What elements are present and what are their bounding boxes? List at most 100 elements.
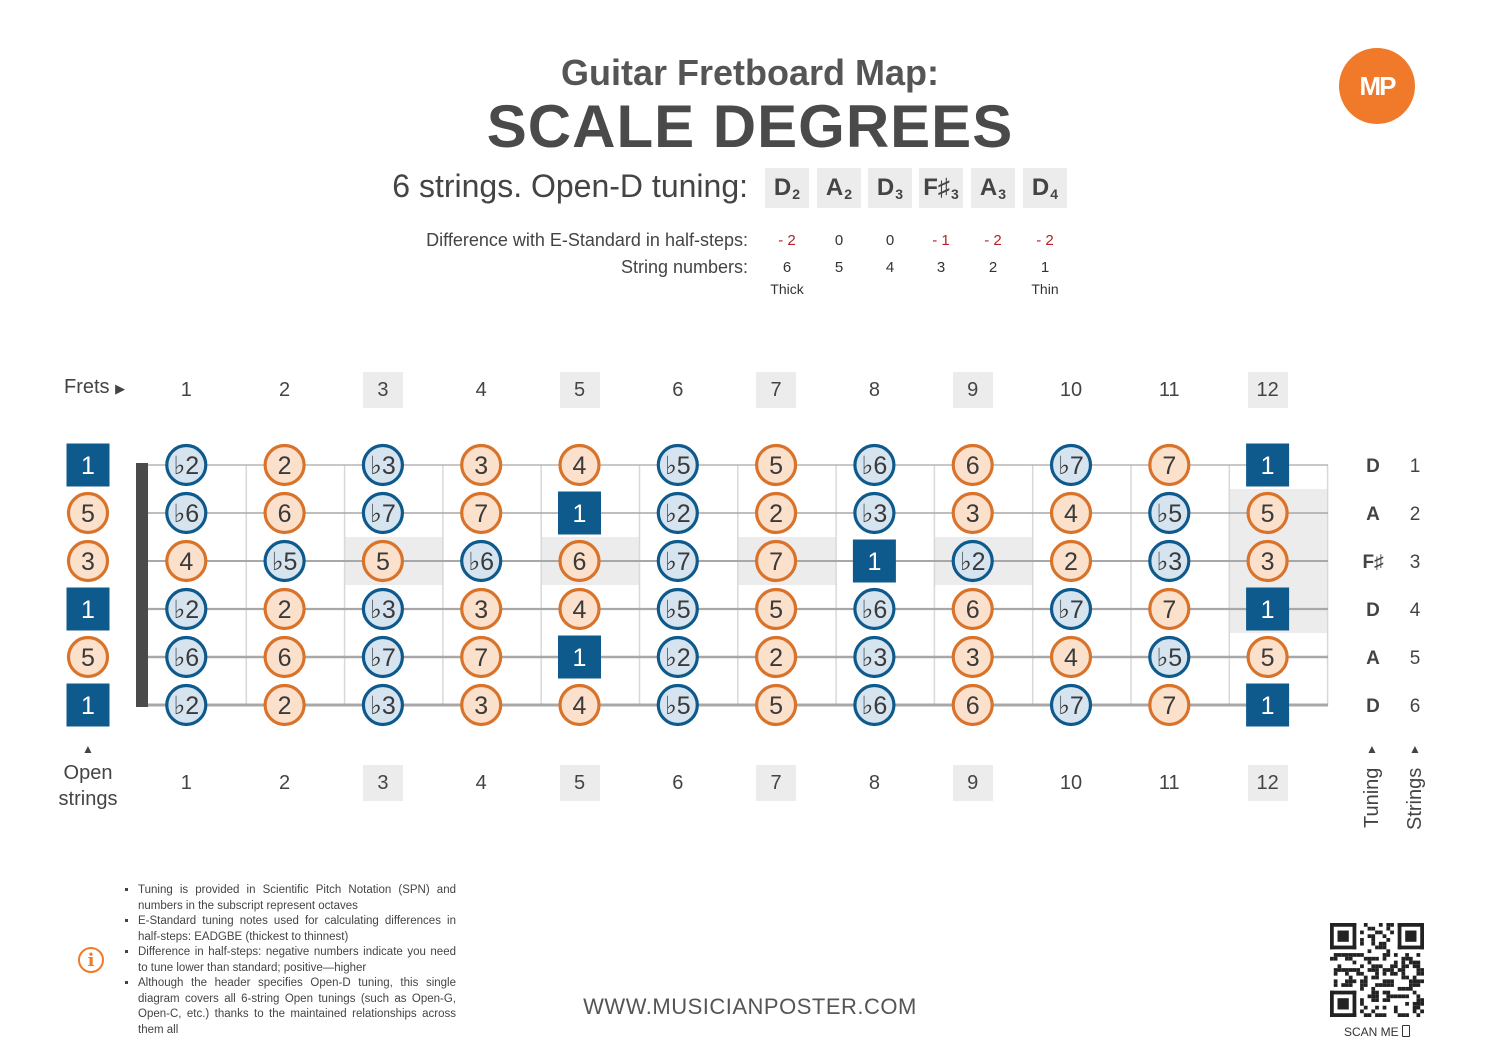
degree-marker <box>951 443 994 487</box>
scale-degree-label: 1 <box>81 596 95 624</box>
scale-degree-label: ♭5 <box>665 692 691 720</box>
flat-degree-marker <box>165 443 208 487</box>
flat-degree-marker <box>656 683 699 727</box>
degree-marker <box>460 443 503 487</box>
degree-marker <box>263 491 306 535</box>
flat-degree-marker <box>853 491 896 535</box>
tuning-label: 6 strings. Open-D tuning: <box>392 168 748 204</box>
root-note-marker <box>1246 443 1290 487</box>
scale-degree-label: ♭2 <box>173 692 199 720</box>
string-number-right: 2 <box>1410 504 1421 525</box>
flat-degree-marker <box>263 539 306 583</box>
string-tuning-note: D <box>1366 600 1380 621</box>
fret-number: 3 <box>362 372 403 408</box>
fret-number: 3 <box>362 765 403 801</box>
degree-marker <box>263 587 306 631</box>
string-number-right: 1 <box>1410 456 1421 477</box>
string-number: 6 <box>782 259 792 276</box>
flat-degree-marker <box>361 491 404 535</box>
string-tuning-note: D <box>1366 696 1380 717</box>
scale-degree-label: 1 <box>81 692 95 720</box>
scale-degree-label: 2 <box>769 644 783 672</box>
flat-degree-marker <box>853 443 896 487</box>
scale-degree-label: 4 <box>1064 644 1078 672</box>
tuning-difference: 0 <box>834 232 844 249</box>
fret-number: 12 <box>1247 765 1288 801</box>
flat-degree-marker <box>165 683 208 727</box>
scale-degree-label: 6 <box>573 548 587 576</box>
scale-degree-label: 6 <box>966 596 980 624</box>
footer-note-item: E-Standard tuning notes used for calcula… <box>138 914 456 945</box>
scale-degree-label: ♭3 <box>862 644 888 672</box>
flat-degree-marker <box>165 491 208 535</box>
triangle-up-icon: ▲ <box>1409 742 1421 756</box>
info-icon: i <box>78 947 104 973</box>
scale-degree-label: 7 <box>1162 452 1176 480</box>
flat-degree-marker <box>361 587 404 631</box>
scale-degree-label: 1 <box>573 644 587 672</box>
degree-marker <box>754 683 798 727</box>
scale-degree-label: 4 <box>179 548 193 576</box>
flat-degree-marker <box>656 635 699 679</box>
fret-number: 10 <box>1059 378 1083 401</box>
scale-degree-label: 1 <box>81 452 95 480</box>
degree-marker <box>754 539 798 583</box>
title-line2: SCALE DEGREES <box>486 93 1014 160</box>
scale-degree-label: 1 <box>1261 692 1275 720</box>
root-note-marker <box>558 635 601 679</box>
root-note-marker <box>66 443 110 487</box>
fret-number: 8 <box>868 378 880 401</box>
flat-degree-marker <box>165 587 208 631</box>
flat-degree-marker <box>361 683 404 727</box>
fret-number: 7 <box>756 765 797 801</box>
strings-vertical-label: Strings <box>1404 767 1426 830</box>
tuning-note: D <box>1031 174 1050 201</box>
flat-degree-marker <box>853 587 896 631</box>
open-strings-label: Open strings <box>58 762 118 810</box>
tuning-octave: 3 <box>950 186 959 202</box>
flat-degree-marker <box>656 587 699 631</box>
scale-degree-label: 4 <box>1064 500 1078 528</box>
flat-degree-marker <box>1049 443 1093 487</box>
scale-degree-label: 6 <box>278 500 292 528</box>
scale-degree-label: 5 <box>376 548 390 576</box>
degree-marker <box>558 443 601 487</box>
fret-number: 5 <box>559 372 600 408</box>
website-link[interactable]: WWW.MUSICIANPOSTER.COM <box>583 994 917 1019</box>
scale-degree-label: 2 <box>278 596 292 624</box>
tuning-octave: 3 <box>998 186 1007 202</box>
triangle-up-icon: ▲ <box>82 742 94 756</box>
flat-degree-marker <box>460 539 503 583</box>
fret-number: 12 <box>1247 372 1288 408</box>
string-thickness-label: Thick <box>770 281 804 297</box>
footer-note-item: Tuning is provided in Scientific Pitch N… <box>138 883 456 914</box>
tuning-note: D <box>773 174 792 201</box>
scale-degree-label: ♭5 <box>272 548 298 576</box>
scale-degree-label: 6 <box>966 452 980 480</box>
scale-degree-label: 4 <box>573 692 587 720</box>
fret-number: 6 <box>672 771 684 794</box>
fret-number: 1 <box>180 378 192 401</box>
scale-degree-label: ♭6 <box>173 500 199 528</box>
footer-note-item: Difference in half-steps: negative numbe… <box>138 945 456 976</box>
fret-number: 1 <box>180 771 192 794</box>
degree-marker <box>263 443 306 487</box>
scale-degree-label: 5 <box>1261 644 1275 672</box>
degree-marker <box>754 587 798 631</box>
root-note-marker <box>852 539 896 583</box>
degree-marker <box>263 635 306 679</box>
flat-degree-marker <box>361 443 404 487</box>
string-tuning-note: D <box>1366 456 1380 477</box>
degree-marker <box>1246 539 1289 583</box>
scale-degree-label: ♭3 <box>370 692 396 720</box>
degree-marker <box>1148 587 1191 631</box>
root-note-marker <box>66 683 110 727</box>
degree-marker <box>1049 635 1093 679</box>
degree-marker <box>460 635 503 679</box>
degree-marker <box>1246 491 1289 535</box>
qr-code-icon[interactable] <box>1330 923 1424 1017</box>
scale-degree-label: 7 <box>769 548 783 576</box>
tuning-note: A <box>979 174 998 201</box>
fret-number: 6 <box>672 378 684 401</box>
